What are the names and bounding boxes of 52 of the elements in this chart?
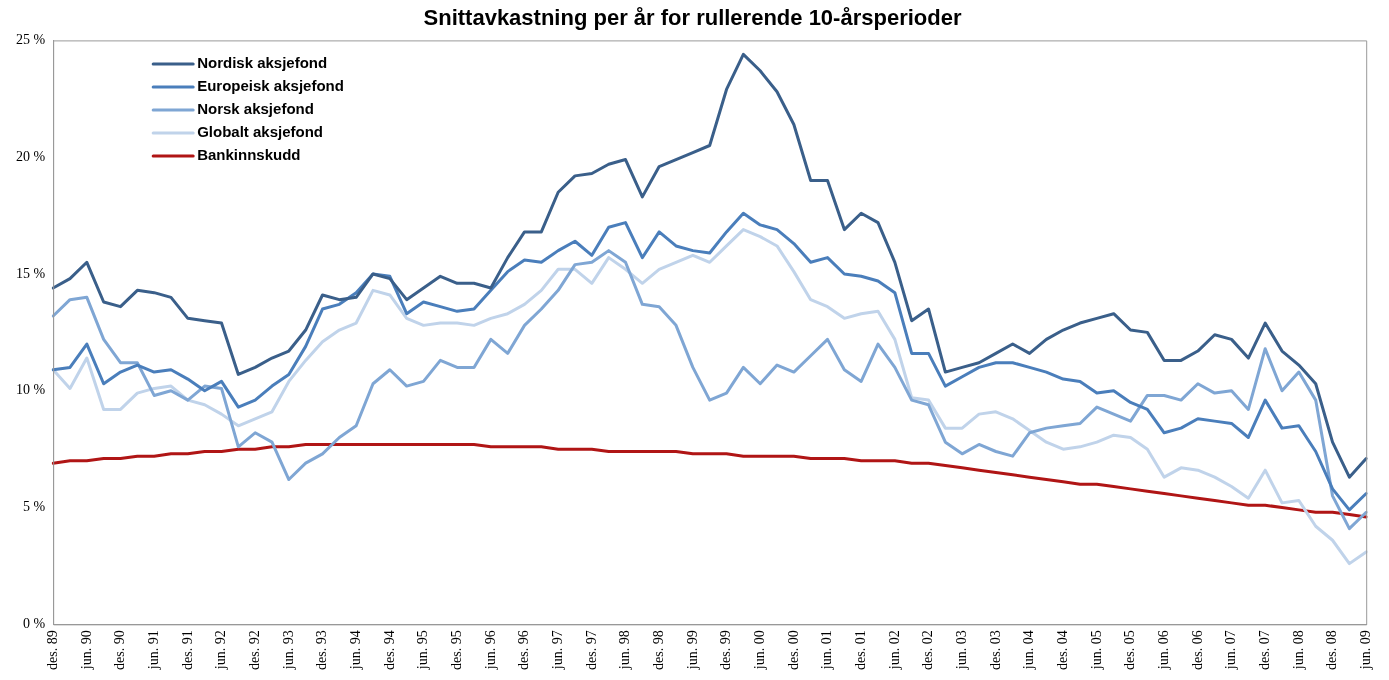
x-tick-label: jun. 92 (213, 630, 229, 671)
y-tick-label: 10 % (15, 382, 46, 398)
x-tick-label: jun. 04 (1021, 630, 1037, 671)
y-tick-label: 20 % (15, 148, 46, 164)
x-tick-label: jun. 01 (819, 630, 835, 671)
legend-label: Globalt aksjefond (197, 123, 324, 141)
x-tick-label: des. 00 (785, 630, 801, 671)
x-tick-label: des. 98 (650, 630, 666, 671)
x-tick-label: des. 04 (1054, 630, 1070, 671)
x-tick-label: des. 89 (44, 630, 60, 671)
x-tick-label: des. 06 (1189, 630, 1205, 671)
x-tick-label: des. 99 (718, 630, 734, 671)
legend-label: Norsk aksjefond (197, 100, 314, 118)
x-tick-label: des. 90 (112, 630, 128, 671)
legend-label: Europeisk aksjefond (197, 77, 344, 95)
x-tick-label: des. 02 (920, 630, 936, 671)
x-tick-label: des. 93 (314, 630, 330, 671)
x-tick-label: des. 95 (448, 630, 464, 671)
x-tick-label: jun. 98 (617, 630, 633, 671)
x-tick-label: des. 96 (516, 630, 532, 671)
x-tick-label: jun. 06 (1155, 630, 1171, 671)
x-tick-label: jun. 07 (1223, 630, 1239, 671)
chart-title: Snittavkastning per år for rullerende 10-årsperioder (423, 5, 962, 31)
x-tick-label: jun. 93 (280, 630, 296, 671)
x-tick-label: des. 92 (246, 630, 262, 671)
x-tick-label: jun. 95 (415, 630, 431, 671)
x-tick-label: jun. 90 (78, 630, 94, 671)
x-tick-label: jun. 96 (482, 630, 498, 671)
x-tick-label: jun. 00 (751, 630, 767, 671)
legend-label: Bankinnskudd (197, 146, 301, 164)
x-tick-label: jun. 03 (953, 630, 969, 671)
x-tick-label: jun. 09 (1357, 630, 1373, 671)
y-tick-label: 25 % (15, 32, 46, 48)
x-tick-label: jun. 05 (1088, 630, 1104, 671)
x-tick-label: des. 05 (1122, 630, 1138, 671)
x-tick-label: des. 97 (583, 630, 599, 671)
x-tick-label: des. 08 (1324, 630, 1340, 671)
x-tick-label: jun. 08 (1290, 630, 1306, 671)
x-tick-label: des. 94 (381, 630, 397, 671)
x-tick-label: des. 01 (852, 630, 868, 671)
y-tick-label: 15 % (15, 265, 46, 281)
x-tick-label: jun. 94 (347, 630, 363, 671)
x-tick-label: jun. 97 (549, 630, 565, 671)
x-tick-label: jun. 99 (684, 630, 700, 671)
x-tick-label: des. 91 (179, 630, 195, 671)
x-tick-label: des. 07 (1256, 630, 1272, 671)
x-tick-label: jun. 91 (145, 630, 161, 671)
legend-label: Nordisk aksjefond (197, 54, 328, 72)
y-tick-label: 0 % (22, 616, 46, 632)
x-tick-label: jun. 02 (886, 630, 902, 671)
x-tick-label: des. 03 (987, 630, 1003, 671)
y-tick-label: 5 % (22, 499, 46, 515)
